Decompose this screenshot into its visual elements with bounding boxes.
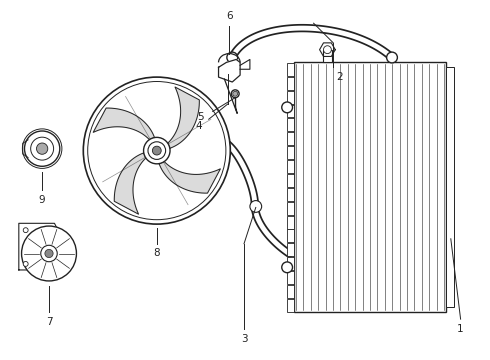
Text: 1: 1 xyxy=(457,324,464,334)
Circle shape xyxy=(31,137,53,160)
Bar xyxy=(287,132,294,145)
Polygon shape xyxy=(240,59,250,69)
Bar xyxy=(287,216,294,229)
Polygon shape xyxy=(219,59,240,82)
Polygon shape xyxy=(168,87,199,148)
Bar xyxy=(287,77,294,90)
Circle shape xyxy=(22,226,76,281)
Circle shape xyxy=(152,146,161,155)
Polygon shape xyxy=(114,153,146,214)
Circle shape xyxy=(250,201,262,212)
Bar xyxy=(287,118,294,131)
Bar xyxy=(287,174,294,187)
Text: 5: 5 xyxy=(197,112,204,122)
Text: 2: 2 xyxy=(337,72,343,82)
Bar xyxy=(287,257,294,270)
Bar xyxy=(287,285,294,298)
Circle shape xyxy=(387,52,397,63)
Circle shape xyxy=(144,138,170,164)
Bar xyxy=(322,50,332,62)
Polygon shape xyxy=(93,108,154,140)
Circle shape xyxy=(23,228,28,233)
Bar xyxy=(287,271,294,284)
Text: 6: 6 xyxy=(226,12,233,21)
Circle shape xyxy=(233,91,238,96)
Text: 7: 7 xyxy=(46,317,52,327)
Polygon shape xyxy=(19,223,60,270)
Circle shape xyxy=(23,261,28,266)
Bar xyxy=(287,160,294,173)
Bar xyxy=(287,104,294,117)
Circle shape xyxy=(24,131,60,166)
Bar xyxy=(287,229,294,242)
Bar xyxy=(287,188,294,201)
Text: 9: 9 xyxy=(39,195,46,205)
Circle shape xyxy=(36,143,48,154)
Text: 3: 3 xyxy=(241,334,247,344)
Bar xyxy=(287,91,294,104)
Circle shape xyxy=(231,90,239,98)
Bar xyxy=(287,63,294,76)
Bar xyxy=(287,202,294,215)
Bar xyxy=(446,67,454,307)
Bar xyxy=(287,146,294,159)
Polygon shape xyxy=(159,162,220,193)
Circle shape xyxy=(41,245,57,262)
Bar xyxy=(287,299,294,312)
Text: 8: 8 xyxy=(153,248,160,258)
Bar xyxy=(294,62,446,312)
Circle shape xyxy=(148,142,166,159)
Circle shape xyxy=(83,77,230,224)
Text: 4: 4 xyxy=(196,121,202,131)
Circle shape xyxy=(323,46,331,54)
Circle shape xyxy=(282,102,293,113)
Bar xyxy=(287,243,294,256)
Circle shape xyxy=(282,262,293,273)
Circle shape xyxy=(88,81,226,220)
Circle shape xyxy=(227,52,238,63)
Circle shape xyxy=(45,249,53,258)
